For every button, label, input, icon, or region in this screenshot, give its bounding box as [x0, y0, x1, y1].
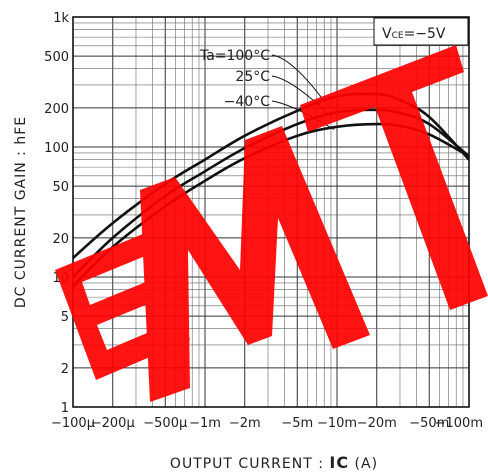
- x-tick-label: −10m: [317, 416, 357, 431]
- label-25c: 25°C: [235, 69, 270, 85]
- y-tick-label: 50: [52, 180, 69, 195]
- x-tick-labels: −100μ−200μ −500μ −1m −2m −5m −10m −20m −50m−100…: [51, 416, 483, 431]
- label-minus-40c: −40°C: [224, 94, 271, 110]
- x-tick-label: −100μ: [51, 416, 95, 431]
- x-tick-label: −100m: [435, 416, 483, 431]
- y-tick-label: 20: [52, 232, 69, 247]
- x-tick-label: −500μ: [143, 416, 187, 431]
- label-ta-100c: Ta=100°C: [199, 48, 270, 64]
- y-tick-label: 1k: [53, 11, 69, 26]
- y-tick-label: 500: [44, 50, 69, 65]
- y-axis-title: DC CURRENT GAIN : hFE: [13, 116, 29, 308]
- y-tick-label: 1: [61, 401, 69, 416]
- y-tick-label: 200: [44, 102, 69, 117]
- x-tick-label: −1m: [189, 416, 221, 431]
- watermark-text: EMT: [0, 0, 2, 1]
- x-tick-label: −5m: [281, 416, 313, 431]
- x-axis-title: OUTPUT CURRENT : IC (A): [170, 453, 378, 472]
- y-tick-label: 2: [61, 362, 69, 377]
- y-tick-labels: 1251020501002005001k: [44, 11, 69, 416]
- y-tick-label: 100: [44, 141, 69, 156]
- y-tick-label: 5: [61, 310, 69, 325]
- x-tick-label: −2m: [229, 416, 261, 431]
- emt-watermark: [55, 45, 488, 402]
- x-tick-label: −20m: [357, 416, 397, 431]
- x-tick-label: −200μ: [91, 416, 135, 431]
